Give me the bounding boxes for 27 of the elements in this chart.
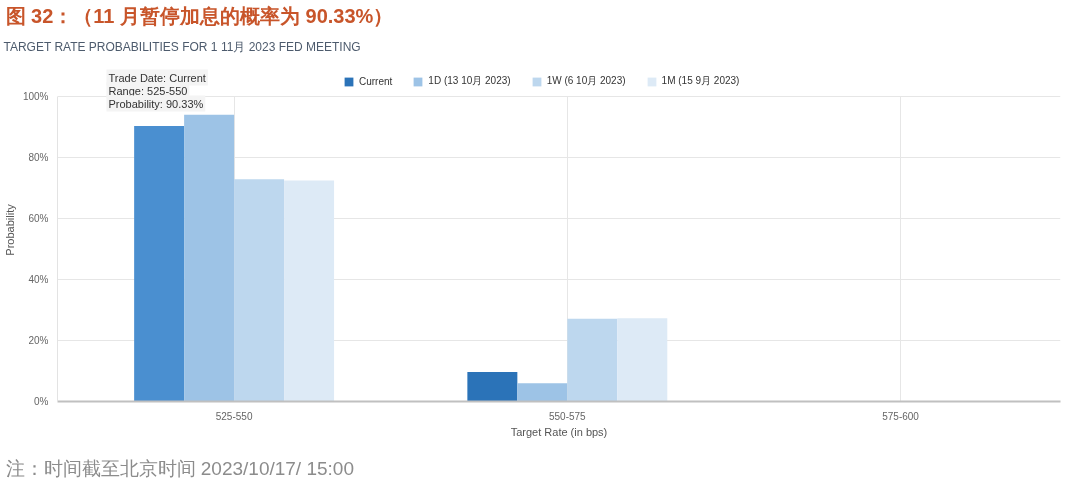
bar: [517, 383, 568, 402]
x-tick-label: 525-550: [215, 410, 253, 422]
y-tick-label: 40%: [28, 274, 49, 285]
x-tick-label: 550-575: [548, 410, 587, 422]
x-axis-title: Target Rate (in bps): [510, 425, 608, 438]
y-tick-label: 60%: [28, 213, 49, 224]
y-axis-title: Probability: [3, 203, 16, 256]
legend-label: Current: [359, 75, 393, 87]
bar: [284, 180, 335, 402]
annotation: Trade Date: Current Range: 525-550 Probability: 90.33%: [108, 71, 206, 110]
bar: [234, 179, 285, 402]
chart-title: 图 32：（11 月暂停加息的概率为 90.33%）: [5, 4, 394, 27]
bar: [134, 125, 185, 402]
y-tick-label: 80%: [28, 152, 49, 163]
legend-label: 1M (15 9月 2023): [661, 74, 740, 88]
bar: [184, 114, 235, 402]
bar: [467, 371, 518, 402]
x-tick-label: 575-600: [882, 410, 920, 422]
legend-label: 1D (13 10月 2023): [428, 74, 511, 88]
y-tick-label: 100%: [22, 91, 49, 102]
y-tick-label: 20%: [28, 335, 49, 346]
bar: [567, 318, 618, 402]
legend-label: 1W (6 10月 2023): [546, 74, 626, 88]
y-tick-label: 0%: [34, 396, 49, 407]
chart-subtitle: TARGET RATE PROBABILITIES FOR 1 11月 2023 FED MEETING: [3, 39, 361, 54]
text: 注：时间截至北京时间 2023/10/17/ 15:00: [5, 458, 354, 479]
bar: [617, 318, 668, 402]
